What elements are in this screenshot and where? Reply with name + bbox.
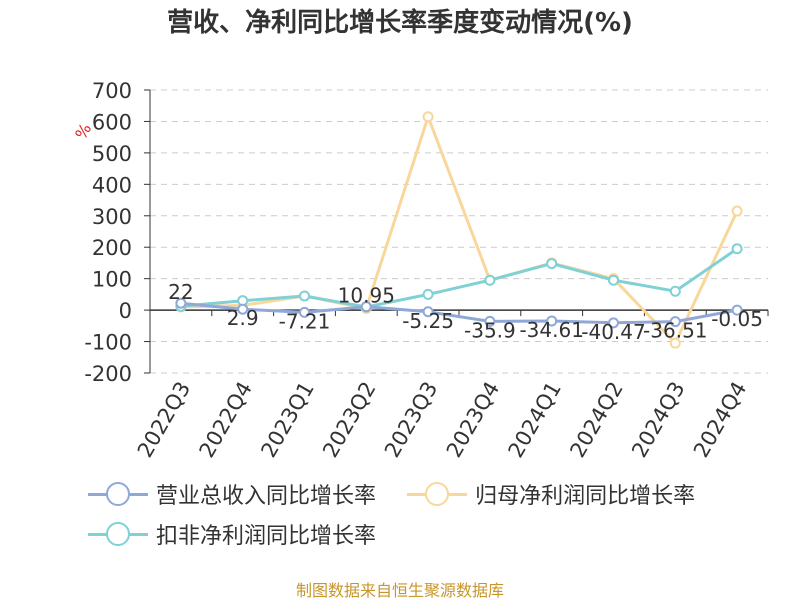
chart-title: 营收、净利同比增长率季度变动情况(%) (167, 8, 633, 38)
data-point-revenue (237, 303, 249, 315)
data-point-net-profit (731, 205, 743, 217)
y-tick-label: 300 (92, 205, 132, 229)
data-point-net-profit (669, 337, 681, 349)
legend-marker-net-profit (407, 482, 468, 506)
series-line-net-profit (180, 115, 739, 345)
legend-label-revenue: 营业总收入同比增长率 (156, 484, 377, 509)
data-label-revenue: -36.51 (643, 319, 707, 343)
data-label-revenue: 2.9 (227, 306, 259, 330)
data-point-deducted-profit (299, 290, 310, 302)
series-line-deducted-profit (180, 247, 738, 309)
data-label-revenue: -40.47 (581, 320, 645, 344)
data-point-deducted-profit (731, 243, 743, 255)
data-point-revenue (546, 315, 558, 327)
legend-label-deducted-profit: 扣非净利润同比增长率 (156, 524, 377, 549)
data-label-revenue: -7.21 (279, 309, 331, 333)
data-source-note: 制图数据来自恒生聚源数据库 (295, 581, 504, 600)
data-label-revenue: 22 (168, 280, 193, 304)
legend-marker-deducted-profit (88, 522, 148, 546)
data-point-revenue (669, 316, 681, 328)
data-point-deducted-profit (422, 288, 434, 300)
x-tick-label: 2023Q3 (380, 377, 442, 461)
y-tick-label: 700 (92, 79, 132, 103)
legend-item-deducted-profit[interactable]: 扣非净利润同比增长率 (88, 514, 376, 554)
data-point-deducted-profit (546, 258, 558, 270)
legend: 营业总收入同比增长率 归母净利润同比增长率 扣非净利润同比增长率 (88, 474, 778, 554)
data-point-revenue (731, 304, 743, 316)
y-tick-label: -200 (84, 362, 132, 386)
data-point-revenue (299, 306, 310, 318)
y-tick-label: 500 (92, 142, 132, 166)
y-tick-label: 0 (119, 299, 132, 323)
y-tick-label: 400 (92, 173, 132, 197)
data-label-revenue: -5.25 (402, 309, 454, 333)
series-line-revenue (180, 301, 738, 325)
data-point-revenue (608, 317, 619, 329)
data-label-revenue: -35.9 (464, 318, 516, 342)
series-lines (175, 111, 743, 349)
data-point-revenue (422, 306, 434, 318)
y-tick-label: -100 (84, 331, 132, 355)
data-point-deducted-profit (608, 274, 619, 286)
data-point-deducted-profit (669, 285, 681, 297)
data-labels: 22 2.9 -7.21 10.95 -5.25 -35.9 -34.61-40.47-36… (168, 280, 763, 344)
data-point-deducted-profit (484, 274, 496, 286)
x-tick-label: 2023Q4 (442, 378, 504, 462)
legend-marker-revenue (88, 482, 148, 506)
x-tick-label: 2022Q3 (133, 378, 195, 462)
x-tick-label: 2024Q3 (627, 378, 689, 462)
legend-item-net-profit[interactable]: 归母净利润同比增长率 (407, 474, 695, 514)
data-point-net-profit (422, 111, 434, 123)
data-label-revenue: -0.05 (711, 307, 763, 331)
x-tick-label: 2024Q2 (565, 378, 627, 462)
x-tick-label: 2023Q2 (318, 378, 380, 462)
data-point-revenue (360, 301, 372, 313)
gridlines (150, 89, 768, 374)
legend-item-revenue[interactable]: 营业总收入同比增长率 (88, 474, 376, 514)
data-label-revenue: 10.95 (338, 284, 395, 308)
x-tick-label: 2022Q4 (195, 378, 257, 462)
data-label-revenue: -34.61 (519, 318, 583, 342)
legend-label-net-profit: 归母净利润同比增长率 (475, 484, 696, 509)
y-tick-label: 600 (92, 110, 132, 134)
x-tick-label: 2024Q1 (504, 378, 566, 462)
y-axis: 700 600 500 400 300 200 100 0 -100 -200 (84, 79, 151, 386)
data-point-revenue (175, 297, 187, 309)
y-tick-label: 200 (92, 236, 132, 260)
x-tick-label: 2024Q4 (689, 378, 751, 462)
data-point-revenue (484, 315, 496, 327)
x-tick-label: 2023Q1 (256, 378, 318, 462)
y-tick-label: 100 (92, 268, 132, 292)
